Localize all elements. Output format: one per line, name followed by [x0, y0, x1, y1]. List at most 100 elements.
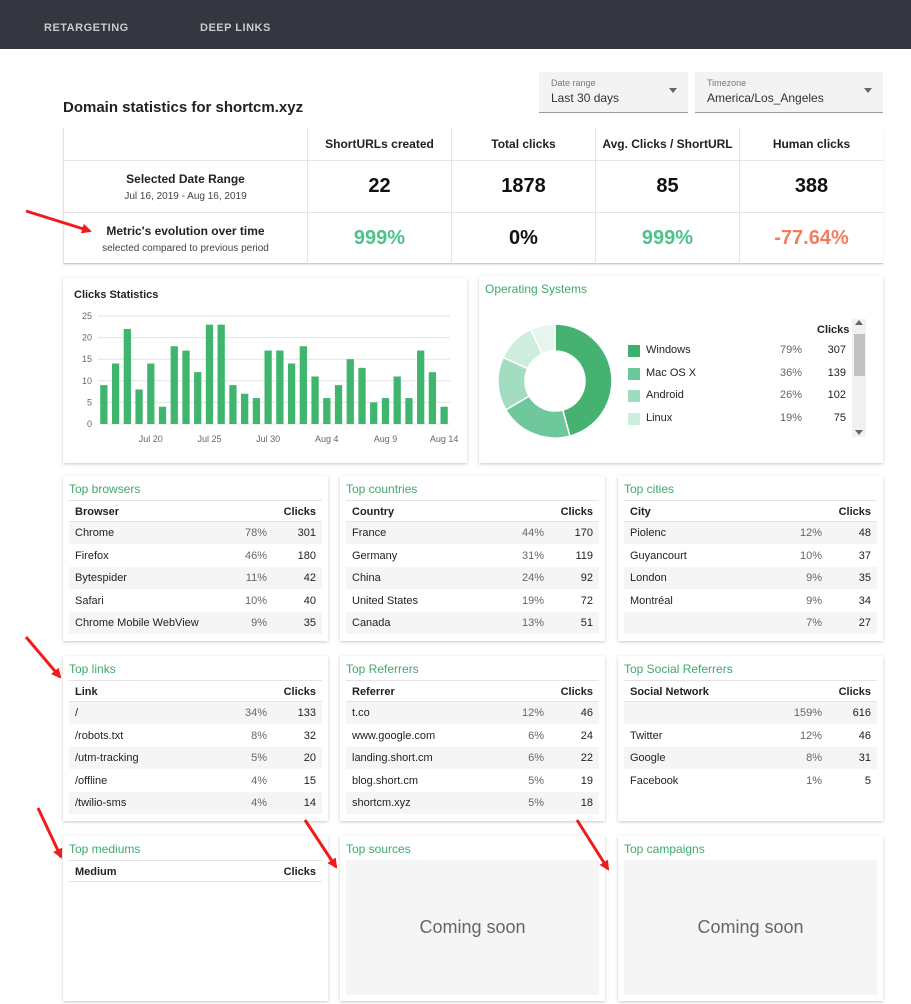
date-range-select[interactable]: Date range Last 30 days — [539, 72, 688, 113]
nav-deep-links[interactable]: DEEP LINKS — [200, 22, 271, 34]
table-row: Montréal 9% 34 — [624, 590, 877, 612]
clicks-header: Clicks — [283, 686, 316, 698]
table-row: blog.short.cm 5% 19 — [346, 770, 599, 792]
bar[interactable] — [323, 398, 331, 424]
table-row: Google 8% 31 — [624, 747, 877, 769]
summary-table: ShortURLs created Total clicks Avg. Clic… — [63, 128, 883, 264]
os-clicks: 75 — [833, 411, 846, 424]
row-name: France — [352, 527, 387, 539]
bar[interactable] — [100, 385, 108, 424]
row-clicks: 35 — [303, 617, 316, 629]
scrollbar-track[interactable] — [852, 319, 866, 437]
summary-value-cell: 1878 — [452, 161, 596, 213]
table-header: Social Network Clicks — [624, 680, 877, 702]
bar[interactable] — [417, 350, 425, 424]
bar[interactable] — [370, 402, 378, 424]
row-percent: 46% — [244, 549, 267, 562]
row-clicks: 15 — [303, 774, 316, 787]
row-clicks: 40 — [303, 594, 316, 607]
bar[interactable] — [241, 393, 249, 424]
scroll-down-icon[interactable] — [855, 430, 863, 435]
clicks-bar-chart: 0 5 10 15 20 25 Jul 20 Jul 25 Jul 30 Aug 4 Aug 9 Au… — [82, 311, 458, 444]
arrow-icon — [24, 636, 62, 679]
bar[interactable] — [405, 398, 413, 424]
os-legend: Windows 79% 307 Mac OS X 36% 139 Android 26% 102… — [479, 276, 883, 463]
row-percent: 159% — [793, 707, 822, 719]
timezone-label: Timezone — [707, 78, 747, 88]
row-name: t.co — [352, 707, 370, 719]
os-clicks-header: Clicks — [817, 324, 850, 336]
table-row: London 9% 35 — [624, 567, 877, 589]
row-percent: 11% — [245, 572, 267, 584]
os-name: Android — [646, 389, 684, 401]
bar[interactable] — [252, 398, 261, 424]
column-header: Country — [352, 506, 395, 518]
row-clicks: 24 — [580, 729, 593, 742]
bar[interactable] — [123, 328, 131, 424]
row-clicks: 616 — [852, 707, 871, 719]
donut-slice[interactable] — [529, 323, 556, 355]
table-row: France 44% 170 — [346, 522, 599, 544]
bar[interactable] — [194, 372, 202, 424]
row-clicks: 22 — [580, 752, 593, 764]
table-header: Link Clicks — [69, 680, 322, 702]
row-name: Facebook — [630, 774, 679, 787]
human-clicks-value: 388 — [794, 175, 829, 197]
column-header: Referrer — [352, 686, 395, 698]
bar[interactable] — [440, 406, 448, 424]
bar[interactable] — [287, 363, 296, 424]
bar[interactable] — [264, 350, 272, 424]
bar[interactable] — [158, 406, 167, 424]
os-name: Linux — [646, 411, 673, 424]
bar[interactable] — [170, 346, 178, 424]
scrollbar-thumb[interactable] — [854, 334, 865, 376]
row-clicks: 27 — [858, 617, 871, 629]
row-clicks: 46 — [580, 707, 593, 719]
bar[interactable] — [346, 359, 354, 424]
row-clicks: 37 — [858, 549, 871, 562]
row-percent: 10% — [244, 594, 267, 607]
clicks-header: Clicks — [560, 506, 593, 518]
top-cities-card: Top cities City Clicks Piolenc 12% 48 Guyanc… — [618, 476, 883, 641]
row-name: shortcm.xyz — [352, 797, 411, 809]
os-name: Windows — [646, 344, 691, 356]
nav-retargeting[interactable]: RETARGETING — [44, 22, 129, 34]
bar[interactable] — [111, 363, 120, 424]
row-name: Google — [630, 752, 666, 764]
bar[interactable] — [358, 367, 366, 424]
row-subtitle: selected compared to previous period — [102, 242, 269, 254]
donut-slice[interactable] — [554, 323, 613, 437]
table-row: /utm-tracking 5% 20 — [69, 747, 322, 769]
row-name: Germany — [352, 549, 398, 562]
bar[interactable] — [393, 376, 401, 424]
bar[interactable] — [205, 324, 214, 424]
bar[interactable] — [229, 385, 237, 424]
table-row: 159% 616 — [624, 702, 877, 724]
bar[interactable] — [381, 398, 390, 424]
bar[interactable] — [334, 385, 343, 424]
bar[interactable] — [428, 372, 437, 424]
row-percent: 9% — [806, 572, 822, 584]
shorturls-evolution-value: 999% — [353, 227, 406, 249]
chevron-down-icon — [669, 88, 677, 93]
bar[interactable] — [311, 376, 319, 424]
scroll-up-icon[interactable] — [855, 320, 863, 325]
table-header: Browser Clicks — [69, 500, 322, 522]
x-tick-label: Aug 4 — [315, 434, 339, 444]
x-tick-label: Jul 20 — [139, 434, 163, 444]
bar[interactable] — [182, 350, 190, 424]
arrow-icon — [575, 819, 610, 871]
bar[interactable] — [147, 363, 155, 424]
column-header: Medium — [75, 866, 117, 878]
timezone-select[interactable]: Timezone America/Los_Angeles — [695, 72, 883, 113]
card-title: Top Social Referrers — [624, 662, 733, 676]
summary-value-cell: 85 — [596, 161, 740, 213]
bar[interactable] — [135, 389, 143, 424]
bar[interactable] — [299, 346, 307, 424]
row-clicks: 19 — [580, 774, 593, 787]
row-name: /twilio-sms — [75, 797, 127, 809]
row-percent: 7% — [806, 617, 822, 629]
row-percent: 4% — [251, 774, 267, 787]
bar[interactable] — [217, 324, 225, 424]
bar[interactable] — [276, 350, 284, 424]
